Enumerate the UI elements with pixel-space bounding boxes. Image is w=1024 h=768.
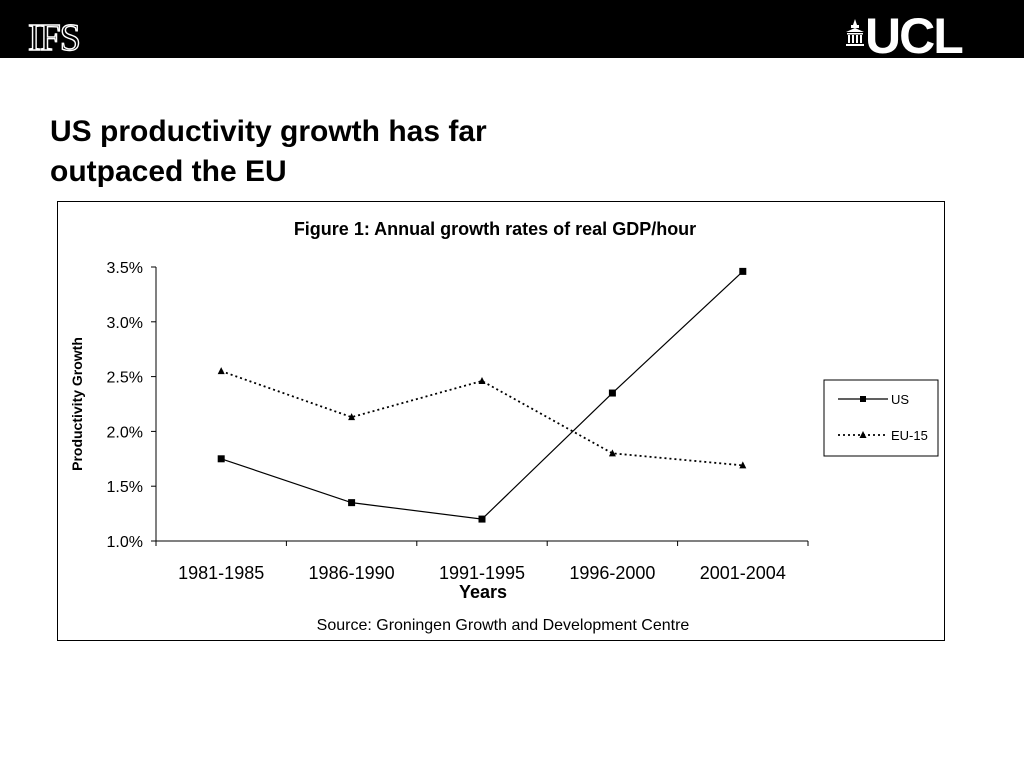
ifs-logo: IFS (27, 17, 81, 59)
y-tick-label: 1.0% (107, 534, 143, 551)
chart-panel: Figure 1: Annual growth rates of real GD… (57, 201, 945, 641)
chart-source: Source: Groningen Growth and Development… (317, 617, 690, 634)
y-tick-label: 3.0% (107, 315, 143, 332)
ucl-wordmark: UCL (865, 8, 964, 64)
legend-marker-us (860, 396, 866, 402)
data-point-eu-15 (608, 449, 616, 457)
x-axis-label: Years (459, 582, 507, 602)
data-point-us (739, 267, 747, 275)
data-point-us (608, 389, 616, 397)
data-point-eu-15 (739, 461, 747, 469)
slide-title: US productivity growth has far outpaced … (50, 112, 610, 192)
slide-title-line-2: outpaced the EU (50, 155, 287, 188)
x-tick-label: 1986-1990 (309, 563, 395, 583)
data-point-eu-15 (478, 376, 486, 384)
data-point-us (217, 455, 225, 463)
series-line-eu-15 (220, 370, 743, 467)
x-tick-label: 1981-1985 (178, 563, 264, 583)
data-point-us (348, 499, 356, 507)
legend-label-us: US (891, 392, 909, 407)
ucl-logo: UCL (845, 11, 995, 61)
series-line-us (221, 270, 744, 520)
y-axis-label: Productivity Growth (69, 337, 85, 471)
slide-title-line-1: US productivity growth has far (50, 115, 487, 148)
legend-label-eu-15: EU-15 (891, 428, 928, 443)
x-tick-label: 2001-2004 (700, 563, 786, 583)
y-tick-label: 2.5% (107, 370, 143, 387)
data-point-eu-15 (217, 367, 225, 375)
header-bar: IFS UCL (0, 0, 1024, 61)
chart-title: Figure 1: Annual growth rates of real GD… (294, 219, 696, 239)
y-tick-label: 2.0% (107, 424, 143, 441)
portico-icon (846, 19, 864, 46)
legend-marker-eu-15 (859, 431, 867, 438)
data-point-us (478, 515, 486, 523)
data-point-eu-15 (348, 413, 356, 421)
line-chart: Figure 1: Annual growth rates of real GD… (69, 219, 939, 634)
x-tick-label: 1996-2000 (569, 563, 655, 583)
y-tick-label: 3.5% (107, 260, 143, 277)
y-tick-label: 1.5% (107, 479, 143, 496)
x-tick-label: 1991-1995 (439, 563, 525, 583)
legend-box (823, 379, 939, 457)
